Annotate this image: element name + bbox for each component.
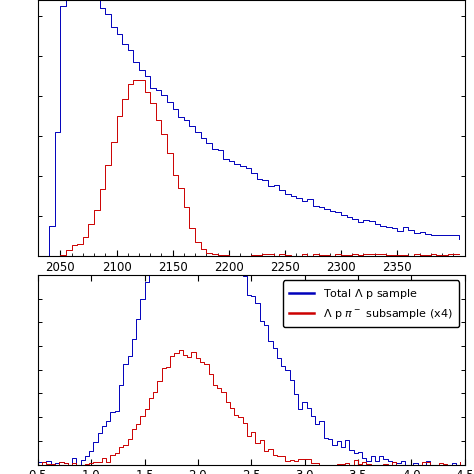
Legend: Total $\Lambda$ p sample, $\Lambda$ p $\pi^-$ subsample (x4): Total $\Lambda$ p sample, $\Lambda$ p $\… [283,281,459,328]
X-axis label: $m_{\Lambda p}$ (MeV/c$^2$): $m_{\Lambda p}$ (MeV/c$^2$) [208,277,295,297]
